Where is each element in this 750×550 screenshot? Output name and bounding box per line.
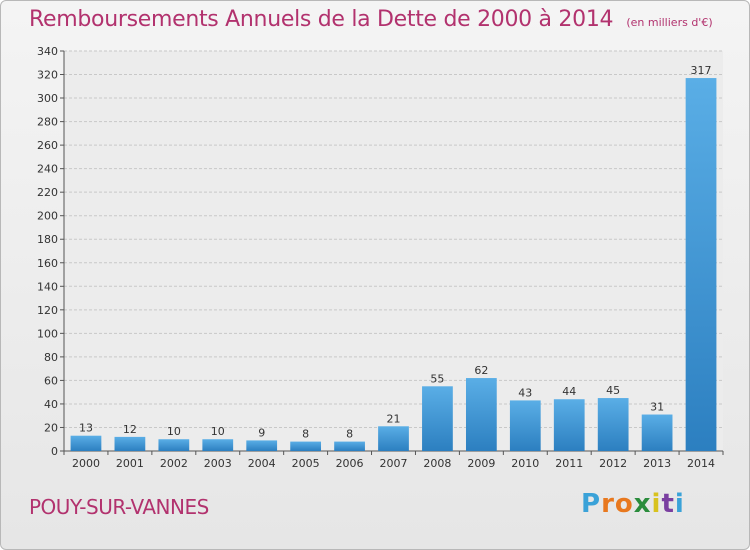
y-tick-label: 80 <box>44 351 58 364</box>
x-tick-label: 2002 <box>160 457 188 470</box>
data-label: 12 <box>123 423 137 436</box>
bar <box>246 440 278 451</box>
logo-letter: r <box>601 489 615 519</box>
data-label: 13 <box>79 422 93 435</box>
y-tick-label: 160 <box>37 257 58 270</box>
y-tick-label: 180 <box>37 233 58 246</box>
bar <box>465 378 497 451</box>
logo-letter: P <box>581 489 602 519</box>
y-tick-label: 20 <box>44 421 58 434</box>
data-label: 8 <box>346 428 353 441</box>
y-tick-label: 300 <box>37 92 58 105</box>
bar <box>202 439 234 451</box>
bar <box>70 435 102 451</box>
logo-letter: i <box>674 489 685 519</box>
y-tick-label: 120 <box>37 304 58 317</box>
data-label: 43 <box>518 386 532 399</box>
data-label: 31 <box>650 401 664 414</box>
x-tick-label: 2000 <box>72 457 100 470</box>
town-name: POUY-SUR-VANNES <box>29 495 209 519</box>
data-label: 10 <box>211 425 225 438</box>
logo-letter: o <box>614 489 634 519</box>
bar <box>290 441 322 451</box>
y-tick-label: 140 <box>37 280 58 293</box>
x-tick-label: 2010 <box>511 457 539 470</box>
bar <box>114 436 146 451</box>
y-tick-label: 100 <box>37 327 58 340</box>
y-tick-label: 320 <box>37 69 58 82</box>
bar <box>685 78 717 451</box>
x-tick-label: 2003 <box>204 457 232 470</box>
y-tick-label: 220 <box>37 186 58 199</box>
x-tick-label: 2004 <box>248 457 276 470</box>
x-tick-label: 2005 <box>292 457 320 470</box>
data-label: 9 <box>258 426 265 439</box>
bar <box>509 400 541 451</box>
x-tick-label: 2013 <box>643 457 671 470</box>
x-tick-label: 2007 <box>380 457 408 470</box>
data-label: 317 <box>691 64 712 77</box>
proxiti-logo: Proxiti <box>581 489 685 519</box>
chart-subtitle: (en milliers d'€) <box>626 16 713 29</box>
data-label: 8 <box>302 428 309 441</box>
y-tick-label: 260 <box>37 139 58 152</box>
y-tick-label: 40 <box>44 398 58 411</box>
x-tick-label: 2006 <box>336 457 364 470</box>
data-label: 21 <box>387 412 401 425</box>
bar <box>334 441 365 451</box>
bar <box>597 398 629 451</box>
logo-letter: t <box>661 489 675 519</box>
x-tick-label: 2008 <box>423 457 451 470</box>
y-tick-label: 0 <box>51 445 58 458</box>
bar <box>553 399 585 451</box>
logo-letter: i <box>651 489 662 519</box>
logo-letter: x <box>633 489 652 519</box>
data-label: 10 <box>167 425 181 438</box>
y-tick-label: 280 <box>37 116 58 129</box>
x-tick-label: 2012 <box>599 457 627 470</box>
data-label: 62 <box>474 364 488 377</box>
bar <box>378 426 409 451</box>
x-tick-label: 2001 <box>116 457 144 470</box>
chart-title: Remboursements Annuels de la Dette de 20… <box>29 7 614 32</box>
x-tick-label: 2014 <box>687 457 715 470</box>
data-label: 45 <box>606 384 620 397</box>
y-tick-label: 60 <box>44 374 58 387</box>
y-tick-label: 200 <box>37 210 58 223</box>
data-label: 44 <box>562 385 576 398</box>
y-tick-label: 240 <box>37 163 58 176</box>
bar <box>158 439 190 451</box>
x-tick-label: 2009 <box>467 457 495 470</box>
y-tick-label: 340 <box>37 45 58 58</box>
title-row: Remboursements Annuels de la Dette de 20… <box>29 7 713 32</box>
plot-area <box>64 51 723 451</box>
bar <box>641 414 673 451</box>
x-tick-label: 2011 <box>555 457 583 470</box>
bar <box>422 386 453 451</box>
data-label: 55 <box>430 372 444 385</box>
